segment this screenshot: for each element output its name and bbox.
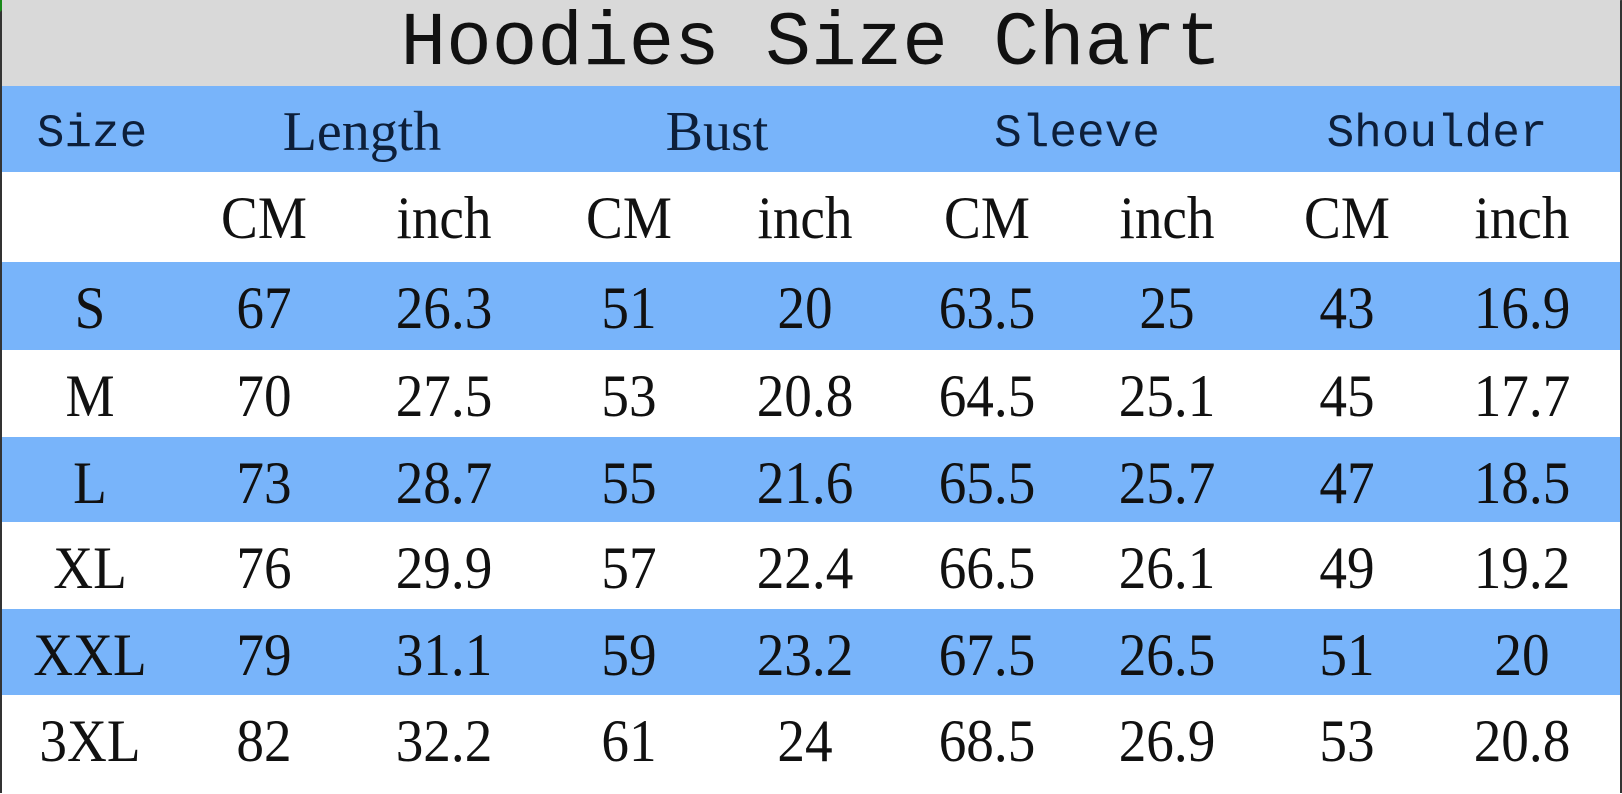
- value-cell: 73: [236, 450, 292, 516]
- unit-label: inch: [1474, 185, 1570, 251]
- value-cell: 70: [236, 363, 292, 429]
- value-cell: 67.5: [938, 622, 1036, 688]
- header-sleeve: Sleeve: [994, 108, 1160, 160]
- chart-title: Hoodies Size Chart: [400, 1, 1222, 87]
- size-cell: 3XL: [39, 708, 141, 774]
- units-row: CM inch CM inch CM inch CM inch: [2, 172, 1620, 262]
- value-cell: 63.5: [938, 275, 1036, 341]
- value-cell: 21.6: [756, 450, 854, 516]
- value-cell: 26.1: [1118, 535, 1216, 601]
- value-cell: 64.5: [938, 363, 1036, 429]
- value-cell: 25.1: [1118, 363, 1216, 429]
- value-cell: 59: [601, 622, 657, 688]
- table-row: S 67 26.3 51 20 63.5 25 43 16.9: [2, 262, 1620, 350]
- value-cell: 20: [777, 275, 833, 341]
- value-cell: 45: [1319, 363, 1375, 429]
- value-cell: 51: [601, 275, 657, 341]
- header-bust: Bust: [665, 101, 769, 163]
- value-cell: 27.5: [395, 363, 493, 429]
- value-cell: 17.7: [1473, 363, 1571, 429]
- unit-label: inch: [1119, 185, 1215, 251]
- size-cell: L: [73, 450, 107, 516]
- value-cell: 29.9: [395, 535, 493, 601]
- value-cell: 76: [236, 535, 292, 601]
- value-cell: 20.8: [756, 363, 854, 429]
- value-cell: 66.5: [938, 535, 1036, 601]
- unit-label: inch: [757, 185, 853, 251]
- size-cell: XXL: [33, 622, 147, 688]
- value-cell: 25: [1139, 275, 1195, 341]
- table-row: L 73 28.7 55 21.6 65.5 25.7 47 18.5: [2, 437, 1620, 522]
- value-cell: 24: [777, 708, 833, 774]
- value-cell: 26.9: [1118, 708, 1216, 774]
- value-cell: 20.8: [1473, 708, 1571, 774]
- value-cell: 79: [236, 622, 292, 688]
- header-row: Size Length Bust Sleeve Shoulder: [2, 86, 1620, 172]
- value-cell: 22.4: [756, 535, 854, 601]
- value-cell: 65.5: [938, 450, 1036, 516]
- value-cell: 82: [236, 708, 292, 774]
- table-row: XXL 79 31.1 59 23.2 67.5 26.5 51 20: [2, 609, 1620, 695]
- table-row: M 70 27.5 53 20.8 64.5 25.1 45 17.7: [2, 350, 1620, 437]
- title-band: Hoodies Size Chart: [2, 0, 1620, 86]
- header-size: Size: [36, 108, 148, 160]
- value-cell: 53: [1319, 708, 1375, 774]
- size-cell: XL: [53, 535, 127, 601]
- unit-label: CM: [586, 185, 672, 251]
- value-cell: 32.2: [395, 708, 493, 774]
- value-cell: 26.3: [395, 275, 493, 341]
- value-cell: 43: [1319, 275, 1375, 341]
- value-cell: 47: [1319, 450, 1375, 516]
- value-cell: 23.2: [756, 622, 854, 688]
- header-shoulder: Shoulder: [1326, 108, 1548, 160]
- unit-label: CM: [1304, 185, 1390, 251]
- size-cell: S: [74, 275, 106, 341]
- value-cell: 31.1: [395, 622, 493, 688]
- unit-label: inch: [396, 185, 492, 251]
- value-cell: 28.7: [395, 450, 493, 516]
- value-cell: 61: [601, 708, 657, 774]
- value-cell: 49: [1319, 535, 1375, 601]
- value-cell: 20: [1494, 622, 1550, 688]
- value-cell: 18.5: [1473, 450, 1571, 516]
- header-length: Length: [282, 101, 442, 163]
- value-cell: 25.7: [1118, 450, 1216, 516]
- table-row: XL 76 29.9 57 22.4 66.5 26.1 49 19.2: [2, 522, 1620, 609]
- size-cell: M: [65, 363, 115, 429]
- value-cell: 55: [601, 450, 657, 516]
- unit-label: CM: [221, 185, 307, 251]
- value-cell: 67: [236, 275, 292, 341]
- value-cell: 19.2: [1473, 535, 1571, 601]
- value-cell: 16.9: [1473, 275, 1571, 341]
- value-cell: 51: [1319, 622, 1375, 688]
- value-cell: 53: [601, 363, 657, 429]
- value-cell: 26.5: [1118, 622, 1216, 688]
- unit-label: CM: [944, 185, 1030, 251]
- table-row: 3XL 82 32.2 61 24 68.5 26.9 53 20.8: [2, 695, 1620, 794]
- value-cell: 68.5: [938, 708, 1036, 774]
- value-cell: 57: [601, 535, 657, 601]
